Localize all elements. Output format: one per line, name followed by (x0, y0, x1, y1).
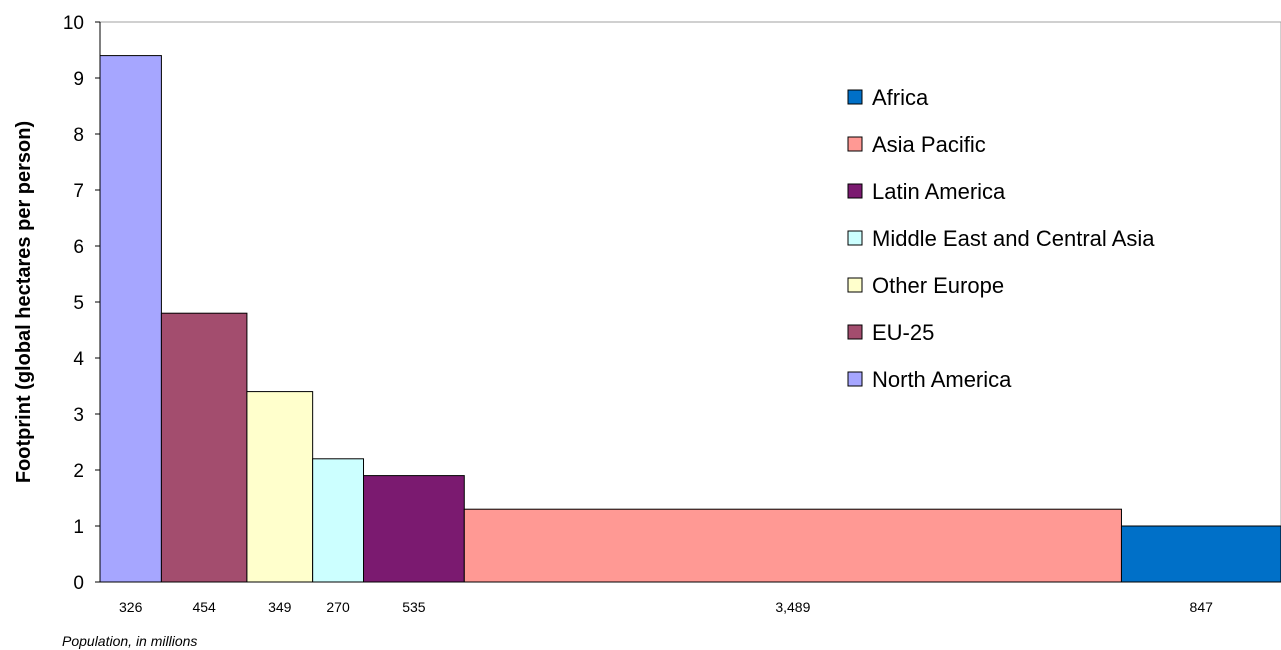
bar-latin-america (363, 475, 465, 583)
y-tick-label: 7 (73, 181, 84, 202)
y-tick-label: 9 (73, 69, 84, 90)
y-tick-label: 6 (73, 237, 84, 258)
population-label: 847 (1190, 599, 1214, 615)
y-tick-label: 8 (73, 125, 84, 146)
legend-label: Latin America (872, 179, 1006, 204)
y-axis-label: Footprint (global hectares per person) (13, 121, 35, 483)
bar-other-europe (246, 391, 314, 583)
legend-swatch (847, 136, 863, 152)
legend-swatch (847, 324, 863, 340)
y-tick-label: 10 (63, 13, 84, 34)
y-tick-label: 4 (73, 349, 84, 370)
legend-label: EU-25 (872, 320, 934, 345)
population-label: 349 (268, 599, 292, 615)
population-label: 454 (192, 599, 216, 615)
legend-label: Other Europe (872, 273, 1004, 298)
legend-label: Middle East and Central Asia (872, 226, 1155, 251)
y-tick-label: 1 (73, 517, 84, 538)
y-tick-label: 0 (73, 573, 84, 594)
x-axis: 326 454 349 270 535 3,489 847 (100, 581, 1281, 615)
legend-swatch (847, 89, 863, 105)
x-axis-label: Population, in millions (62, 633, 197, 649)
bars-group (99, 55, 1281, 583)
bar-middle-east-and-central-asia (312, 458, 365, 583)
y-axis: 0 1 2 3 4 5 6 7 8 9 10 (63, 13, 101, 594)
legend-swatch (847, 277, 863, 293)
legend-swatch (847, 230, 863, 246)
bar-north-america (99, 55, 162, 583)
population-label: 535 (402, 599, 426, 615)
y-tick-label: 5 (73, 293, 84, 314)
population-label: 270 (326, 599, 350, 615)
y-tick-label: 3 (73, 405, 84, 426)
legend-label: North America (872, 367, 1012, 392)
legend-swatch (847, 183, 863, 199)
bar-africa (1120, 525, 1281, 583)
legend-label: Africa (872, 85, 929, 110)
legend: Africa Asia Pacific Latin America Middle Ea… (847, 85, 1155, 392)
bar-asia-pacific (463, 508, 1122, 583)
population-label: 3,489 (775, 599, 810, 615)
bar-eu-25 (160, 312, 248, 583)
y-tick-label: 2 (73, 461, 84, 482)
legend-label: Asia Pacific (872, 132, 986, 157)
legend-swatch (847, 371, 863, 387)
population-label: 326 (119, 599, 143, 615)
